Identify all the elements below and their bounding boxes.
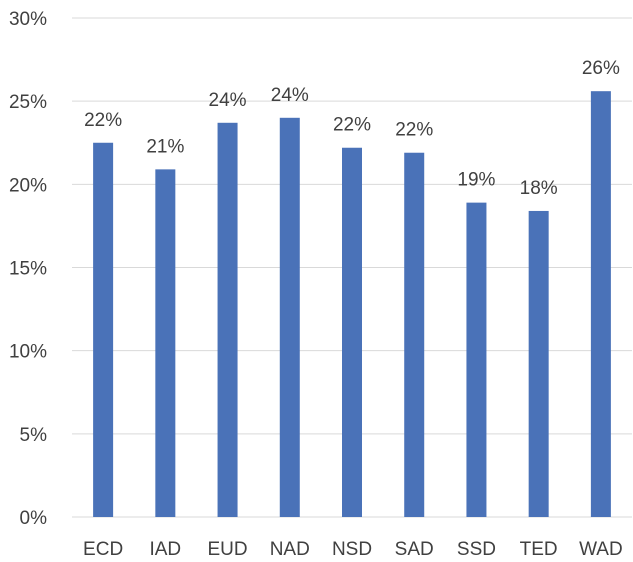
- bar-iad: [155, 169, 176, 517]
- bar-eud: [217, 122, 238, 517]
- category-label-ssd: SSD: [457, 539, 496, 560]
- data-label-nsd: 22%: [333, 115, 371, 136]
- category-label-wad: WAD: [579, 539, 623, 560]
- y-tick-label-2: 10%: [9, 342, 47, 363]
- x-axis-category-labels: ECD IAD EUD NAD NSD SAD SSD TED WAD: [83, 539, 623, 560]
- bar-nad: [279, 117, 300, 518]
- bar-ted: [528, 210, 549, 518]
- y-tick-label-6: 30%: [9, 9, 47, 30]
- data-label-ssd: 19%: [457, 170, 495, 191]
- data-label-wad: 26%: [582, 58, 620, 79]
- y-tick-label-4: 20%: [9, 175, 47, 196]
- data-label-sad: 22%: [395, 120, 433, 141]
- category-label-nad: NAD: [270, 539, 310, 560]
- category-label-iad: IAD: [149, 539, 181, 560]
- data-label-ted: 18%: [520, 178, 558, 199]
- y-tick-label-3: 15%: [9, 259, 47, 280]
- data-labels: 22% 21% 24% 24% 22% 22% 19% 18% 26%: [84, 58, 620, 199]
- category-label-nsd: NSD: [332, 539, 372, 560]
- data-label-eud: 24%: [209, 90, 247, 111]
- category-label-ecd: ECD: [83, 539, 123, 560]
- bars: [93, 91, 611, 518]
- data-label-nad: 24%: [271, 85, 309, 106]
- category-label-ted: TED: [520, 539, 558, 560]
- data-label-ecd: 22%: [84, 110, 122, 131]
- y-tick-label-0: 0%: [20, 508, 48, 529]
- bar-ecd: [93, 142, 114, 517]
- bar-ssd: [466, 202, 487, 517]
- bar-sad: [404, 152, 425, 518]
- category-label-sad: SAD: [395, 539, 434, 560]
- y-tick-label-1: 5%: [20, 425, 48, 446]
- y-axis-tick-labels: 0% 5% 10% 15% 20% 25% 30%: [9, 9, 47, 529]
- data-label-iad: 21%: [146, 136, 184, 157]
- category-label-eud: EUD: [207, 539, 247, 560]
- y-tick-label-5: 25%: [9, 92, 47, 113]
- bar-wad: [590, 91, 611, 517]
- bar-nsd: [342, 147, 362, 518]
